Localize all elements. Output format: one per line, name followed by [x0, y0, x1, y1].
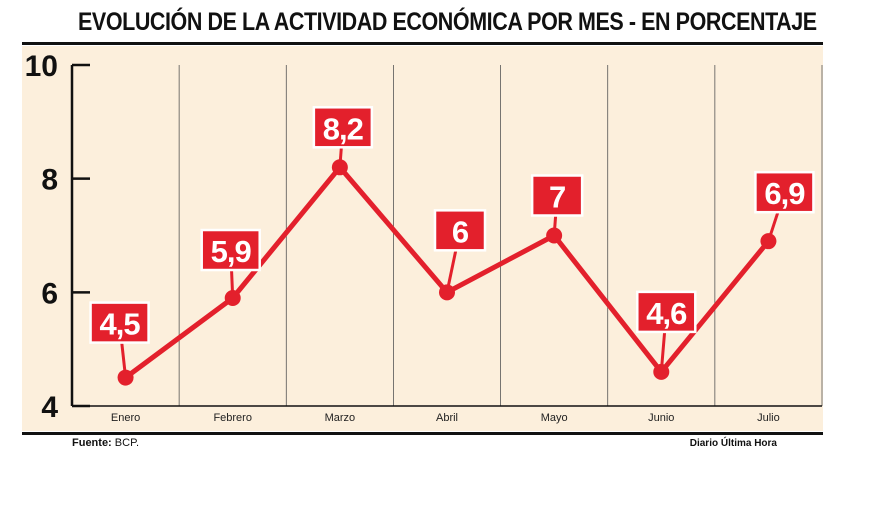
x-tick-label: Julio — [757, 412, 780, 424]
x-tick-label: Abril — [436, 412, 458, 424]
data-label-box — [754, 170, 815, 214]
data-label-box — [312, 106, 374, 149]
data-point — [331, 159, 348, 176]
y-tick-label: 8 — [41, 164, 58, 197]
data-point — [224, 290, 241, 307]
data-label: 5,9 — [211, 234, 252, 269]
data-label: 4,6 — [646, 296, 687, 331]
data-label: 7 — [549, 180, 565, 215]
x-tick-label: Enero — [111, 412, 140, 424]
chart-title: EVOLUCIÓN DE LA ACTIVIDAD ECONÓMICA POR … — [78, 8, 817, 36]
data-label: 6 — [452, 214, 469, 249]
x-tick-label: Mayo — [541, 412, 568, 424]
data-point — [653, 363, 670, 380]
data-label-box — [89, 301, 150, 344]
data-point — [117, 369, 134, 386]
plot-background — [22, 46, 823, 431]
data-label: 6,9 — [764, 176, 805, 211]
data-label-box — [433, 209, 487, 252]
source-value: BCP. — [111, 437, 140, 449]
x-tick-label: Junio — [648, 412, 674, 424]
data-label-box — [530, 174, 584, 217]
y-tick-label: 4 — [41, 391, 58, 424]
publisher-credit: Diario Última Hora — [689, 438, 777, 449]
x-tick-label: Marzo — [325, 412, 356, 424]
data-point — [760, 233, 777, 250]
y-tick-label: 6 — [41, 277, 58, 310]
source-label: Fuente: — [72, 437, 112, 449]
data-label-box — [636, 290, 697, 334]
x-tick-label: Febrero — [213, 412, 252, 424]
title-rule — [22, 42, 823, 45]
data-label: 8,2 — [323, 111, 363, 146]
data-label: 4,5 — [100, 307, 141, 342]
data-point — [546, 227, 563, 244]
data-label-box — [200, 228, 261, 272]
data-point — [439, 284, 455, 301]
y-tick-label: 10 — [25, 50, 58, 83]
bottom-rule — [22, 432, 823, 435]
source-note: Fuente: BCP. — [72, 437, 139, 449]
